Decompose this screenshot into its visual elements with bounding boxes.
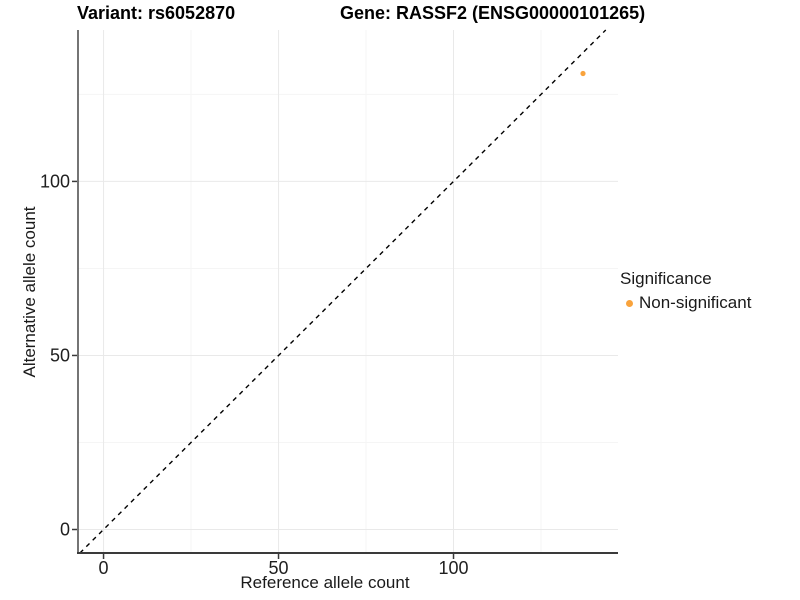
y-tick-label: 0 <box>60 520 70 540</box>
legend-title: Significance <box>620 269 712 288</box>
legend-point-icon <box>626 299 633 307</box>
y-tick-label: 100 <box>40 171 70 191</box>
plot-title-gene: Gene: RASSF2 (ENSG00000101265) <box>340 3 646 23</box>
legend: Significance Non-significant <box>620 269 751 313</box>
x-tick-label: 100 <box>438 558 468 578</box>
y-axis-title: Alternative allele count <box>20 206 39 378</box>
y-tick-label: 50 <box>50 345 70 365</box>
x-axis-title: Reference allele count <box>240 573 410 592</box>
data-point <box>580 70 586 77</box>
identity-line <box>79 29 607 554</box>
legend-item-non-significant: Non-significant <box>620 293 751 313</box>
x-tick-label: 0 <box>99 558 109 578</box>
x-tick-label: 50 <box>269 558 289 578</box>
legend-item-label: Non-significant <box>639 293 752 312</box>
plot-title-variant: Variant: rs6052870 <box>77 3 236 23</box>
